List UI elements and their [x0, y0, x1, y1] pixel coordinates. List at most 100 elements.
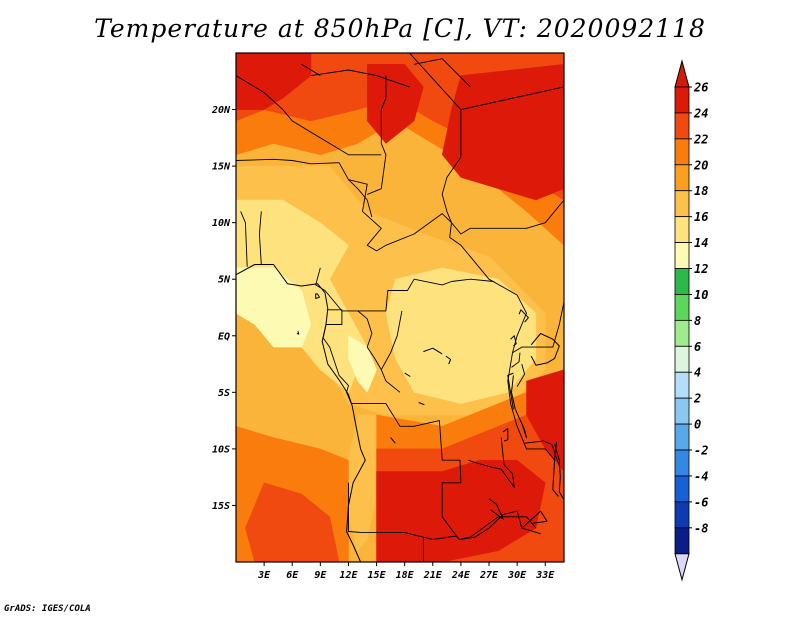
colorbar-swatch: [674, 423, 690, 451]
country-border-10: [240, 211, 248, 267]
country-border-4: [460, 86, 564, 111]
country-border-22: [468, 437, 515, 488]
chart-title: Temperature at 850hPa [C], VT: 202009211…: [94, 14, 706, 43]
coastline-13: [445, 355, 452, 365]
country-border-9: [258, 211, 262, 265]
colorbar-swatch: [674, 294, 690, 321]
coastline-7: [518, 309, 529, 323]
country-borders: [236, 53, 564, 562]
lon-tick-label: 33E: [535, 570, 555, 581]
colorbar-label: 12: [694, 262, 708, 276]
lon-tick-label: 24E: [451, 570, 471, 581]
temperature-region-9: [236, 53, 312, 110]
colorbar-label: -2: [694, 444, 708, 458]
lat-tick-label: 15N: [212, 162, 231, 173]
lat-tick-label: 15S: [212, 501, 230, 512]
lon-tick-label: 27E: [479, 570, 499, 581]
colorbar-swatch: [674, 475, 690, 503]
colorbar-label: 16: [694, 210, 708, 224]
colorbar-label: 20: [693, 158, 708, 172]
colorbar-label: 8: [694, 314, 701, 328]
coastline-1: [511, 375, 527, 439]
colorbar-label: 0: [694, 418, 701, 432]
colorbar-swatch: [674, 216, 690, 243]
temperature-region-4: [236, 267, 312, 348]
map-axes: 20N 15N 10N 5N EQ 5S 10S 15S 3E 6E 9E 12E 15E 18E 21E 2…: [211, 105, 555, 581]
coastline-4: [552, 442, 559, 497]
coastline-15: [296, 331, 300, 335]
coastlines: [236, 264, 564, 562]
country-border-17: [516, 363, 526, 387]
country-border-14: [380, 310, 403, 370]
coastline-11: [404, 372, 411, 377]
lat-tick-label: EQ: [218, 331, 230, 342]
country-border-11: [315, 267, 494, 312]
lon-tick-label: 3E: [257, 570, 271, 581]
lon-tick-label: 12E: [339, 570, 358, 581]
colorbar-label: 22: [693, 132, 708, 146]
temperature-region-3: [385, 267, 537, 404]
colorbar-label: 24: [693, 106, 708, 120]
colorbar-swatch: [674, 371, 690, 399]
temperature-region-16: [376, 459, 546, 562]
lon-tick-label: 18E: [396, 570, 415, 581]
lat-tick-label: 5N: [218, 275, 231, 286]
country-border-13: [357, 310, 401, 393]
colorbar-swatch: [674, 527, 690, 555]
colorbar-label: 2: [693, 392, 701, 406]
map-frame: [235, 52, 565, 563]
coastline-10: [423, 347, 443, 355]
country-border-21: [524, 440, 560, 467]
colorbar-label: 14: [694, 236, 708, 250]
colorbar-swatch: [674, 319, 690, 347]
country-border-6: [310, 69, 410, 88]
coastline-9: [390, 437, 396, 444]
lat-tick-label: 10N: [212, 218, 231, 229]
coastline-17: [521, 510, 548, 529]
colorbar-bottom-cap: [674, 553, 690, 582]
colorbar-swatch: [674, 242, 690, 269]
colorbar-swatch: [674, 138, 690, 166]
coastline-3: [554, 444, 564, 501]
grads-credit: GrADS: IGES/COLA: [4, 604, 91, 614]
country-border-12: [322, 309, 537, 540]
colorbar-swatch: [674, 164, 690, 192]
coastline-8: [502, 428, 509, 442]
country-border-3: [409, 53, 564, 235]
country-border-7: [301, 63, 321, 76]
coastline-5: [530, 333, 560, 366]
country-border-5: [236, 75, 382, 156]
colorbar-swatch: [674, 86, 690, 114]
country-border-2: [367, 75, 387, 195]
country-border-16: [511, 352, 521, 368]
coastline-16: [488, 498, 504, 520]
coastline-14: [315, 293, 320, 299]
lon-tick-label: 15E: [368, 570, 387, 581]
colorbar-swatch: [674, 345, 690, 373]
lon-tick-label: 6E: [286, 570, 299, 581]
country-border-18: [348, 482, 457, 540]
temperature-field: [236, 53, 564, 562]
temperature-region-11: [441, 64, 564, 201]
colorbar-label: 10: [694, 288, 708, 302]
temperature-region-13: [245, 482, 340, 562]
colorbar-swatch: [674, 501, 690, 529]
colorbar-swatch: [674, 112, 690, 140]
colorbar-label: 26: [693, 81, 708, 95]
colorbar-swatch: [674, 190, 690, 218]
colorbar-label: 18: [694, 184, 708, 198]
coastline-0: [236, 264, 366, 562]
colorbar-label: 6: [694, 340, 701, 354]
colorbar-label: -8: [694, 521, 708, 535]
lon-tick-label: 30E: [507, 570, 527, 581]
colorbar-top-cap: [674, 59, 690, 88]
lon-tick-label: 9E: [314, 570, 327, 581]
country-border-15: [512, 301, 564, 354]
country-border-1: [348, 179, 373, 218]
country-border-20: [460, 510, 541, 540]
country-border-8: [414, 58, 471, 88]
colorbar-label: 4: [694, 366, 701, 380]
lat-tick-label: 20N: [211, 105, 231, 116]
